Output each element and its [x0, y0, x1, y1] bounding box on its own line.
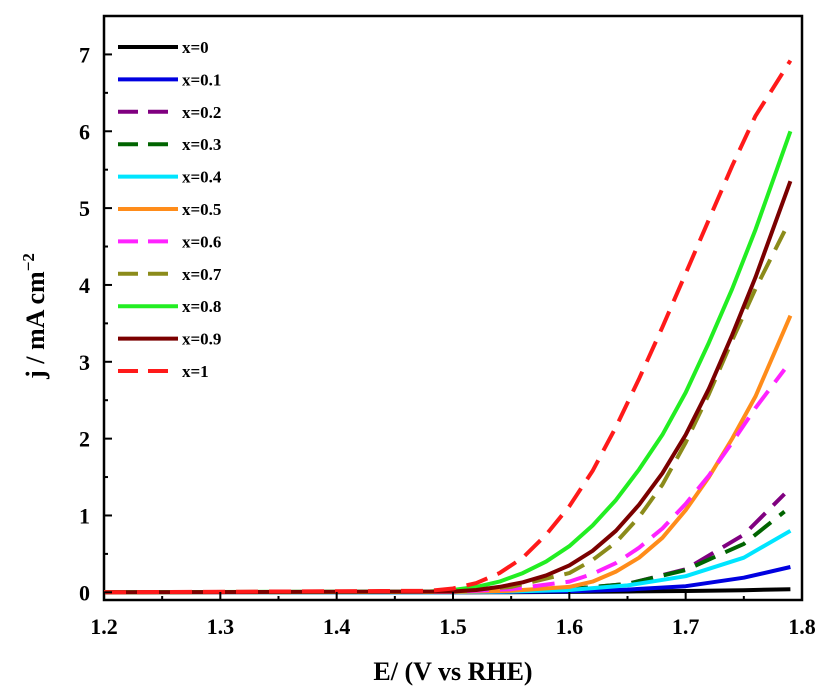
y-tick-label: 2: [79, 427, 90, 452]
x-tick-label: 1.6: [556, 614, 584, 639]
y-tick-label: 7: [79, 42, 90, 67]
y-axis-title-main: j / mA cm: [21, 271, 50, 380]
x-axis-title: E/ (V vs RHE): [373, 657, 532, 686]
x-axis-ticks: 1.2 1.3 1.4 1.5 1.6 1.7 1.8: [90, 592, 816, 639]
series-line-x=0.6: [103, 368, 787, 595]
y-tick-label: 1: [79, 503, 90, 528]
legend-label: x=0.9: [182, 330, 221, 349]
x-tick-label: 1.8: [788, 614, 816, 639]
y-tick-label: 3: [79, 350, 90, 375]
x-tick-label: 1.3: [207, 614, 235, 639]
x-tick-label: 1.7: [672, 614, 700, 639]
series-line-x=0.3: [103, 510, 786, 595]
legend-label: x=0.1: [182, 70, 221, 89]
series-line-x=0.2: [103, 492, 786, 595]
y-tick-label: 6: [79, 119, 90, 144]
series-line-x=1: [103, 59, 793, 595]
series-line-x=0.5: [103, 314, 793, 595]
y-tick-label: 0: [79, 580, 90, 605]
y-tick-label: 5: [79, 196, 90, 221]
series-layer: [103, 59, 793, 595]
legend-label: x=0.2: [182, 103, 221, 122]
legend-label: x=0.6: [182, 232, 221, 251]
series-line-x=0.9: [103, 180, 793, 595]
y-axis-title: j / mA cm−2: [19, 253, 50, 380]
y-axis-title-superscript: −2: [19, 253, 38, 271]
legend-label: x=0.7: [182, 265, 222, 284]
series-line-x=0.8: [103, 130, 793, 595]
series-line-x=0.4: [103, 529, 792, 595]
legend-label: x=0.4: [182, 168, 222, 187]
legend-label: x=0: [182, 38, 209, 57]
x-tick-label: 1.5: [439, 614, 467, 639]
y-tick-label: 4: [79, 273, 90, 298]
plot-area: 1.2 1.3 1.4 1.5 1.6 1.7 1.8 0 1 2 3 4 5 6 7: [79, 14, 816, 639]
y-axis-ticks: 0 1 2 3 4 5 6 7: [79, 42, 112, 605]
legend-label: x=0.5: [182, 200, 221, 219]
legend-label: x=0.3: [182, 135, 221, 154]
legend-label: x=1: [182, 362, 209, 381]
x-tick-label: 1.2: [90, 614, 118, 639]
legend-label: x=0.8: [182, 297, 221, 316]
series-line-x=0.7: [103, 230, 787, 595]
x-tick-label: 1.4: [323, 614, 351, 639]
legend: x=0 x=0.1 x=0.2 x=0.3 x=0.4 x=0.5 x=0.6 x=0.7 x=…: [118, 38, 222, 381]
